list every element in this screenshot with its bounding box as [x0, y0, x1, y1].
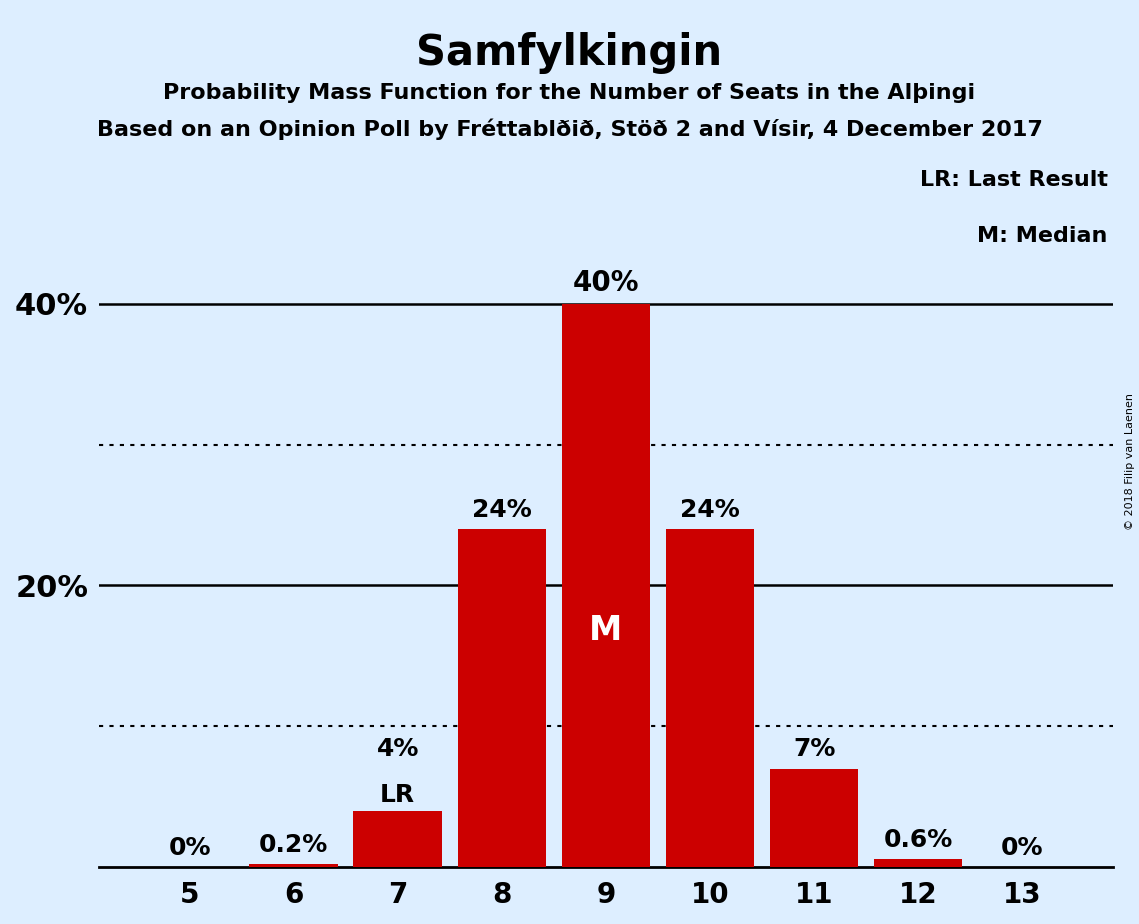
Text: LR: LR	[380, 783, 416, 807]
Text: 24%: 24%	[472, 498, 532, 522]
Text: LR: Last Result: LR: Last Result	[919, 170, 1107, 190]
Bar	[249, 864, 338, 867]
Bar	[874, 858, 962, 867]
Text: M: Median: M: Median	[977, 226, 1107, 246]
Bar	[458, 529, 546, 867]
Text: Based on an Opinion Poll by Fréttablðið, Stöð 2 and Vísir, 4 December 2017: Based on an Opinion Poll by Fréttablðið,…	[97, 118, 1042, 140]
Text: 0%: 0%	[1001, 836, 1043, 860]
Text: 7%: 7%	[793, 737, 835, 761]
Bar	[666, 529, 754, 867]
Bar	[353, 810, 442, 867]
Text: M: M	[589, 614, 623, 647]
Text: 0.2%: 0.2%	[259, 833, 328, 857]
Text: 40%: 40%	[573, 269, 639, 297]
Text: 4%: 4%	[377, 737, 419, 761]
Text: 0.6%: 0.6%	[884, 828, 953, 852]
Bar	[562, 304, 650, 867]
Text: 0%: 0%	[169, 836, 211, 860]
Bar	[770, 769, 859, 867]
Text: © 2018 Filip van Laenen: © 2018 Filip van Laenen	[1125, 394, 1134, 530]
Text: 24%: 24%	[680, 498, 740, 522]
Text: Samfylkingin: Samfylkingin	[417, 32, 722, 74]
Text: Probability Mass Function for the Number of Seats in the Alþingi: Probability Mass Function for the Number…	[163, 83, 976, 103]
